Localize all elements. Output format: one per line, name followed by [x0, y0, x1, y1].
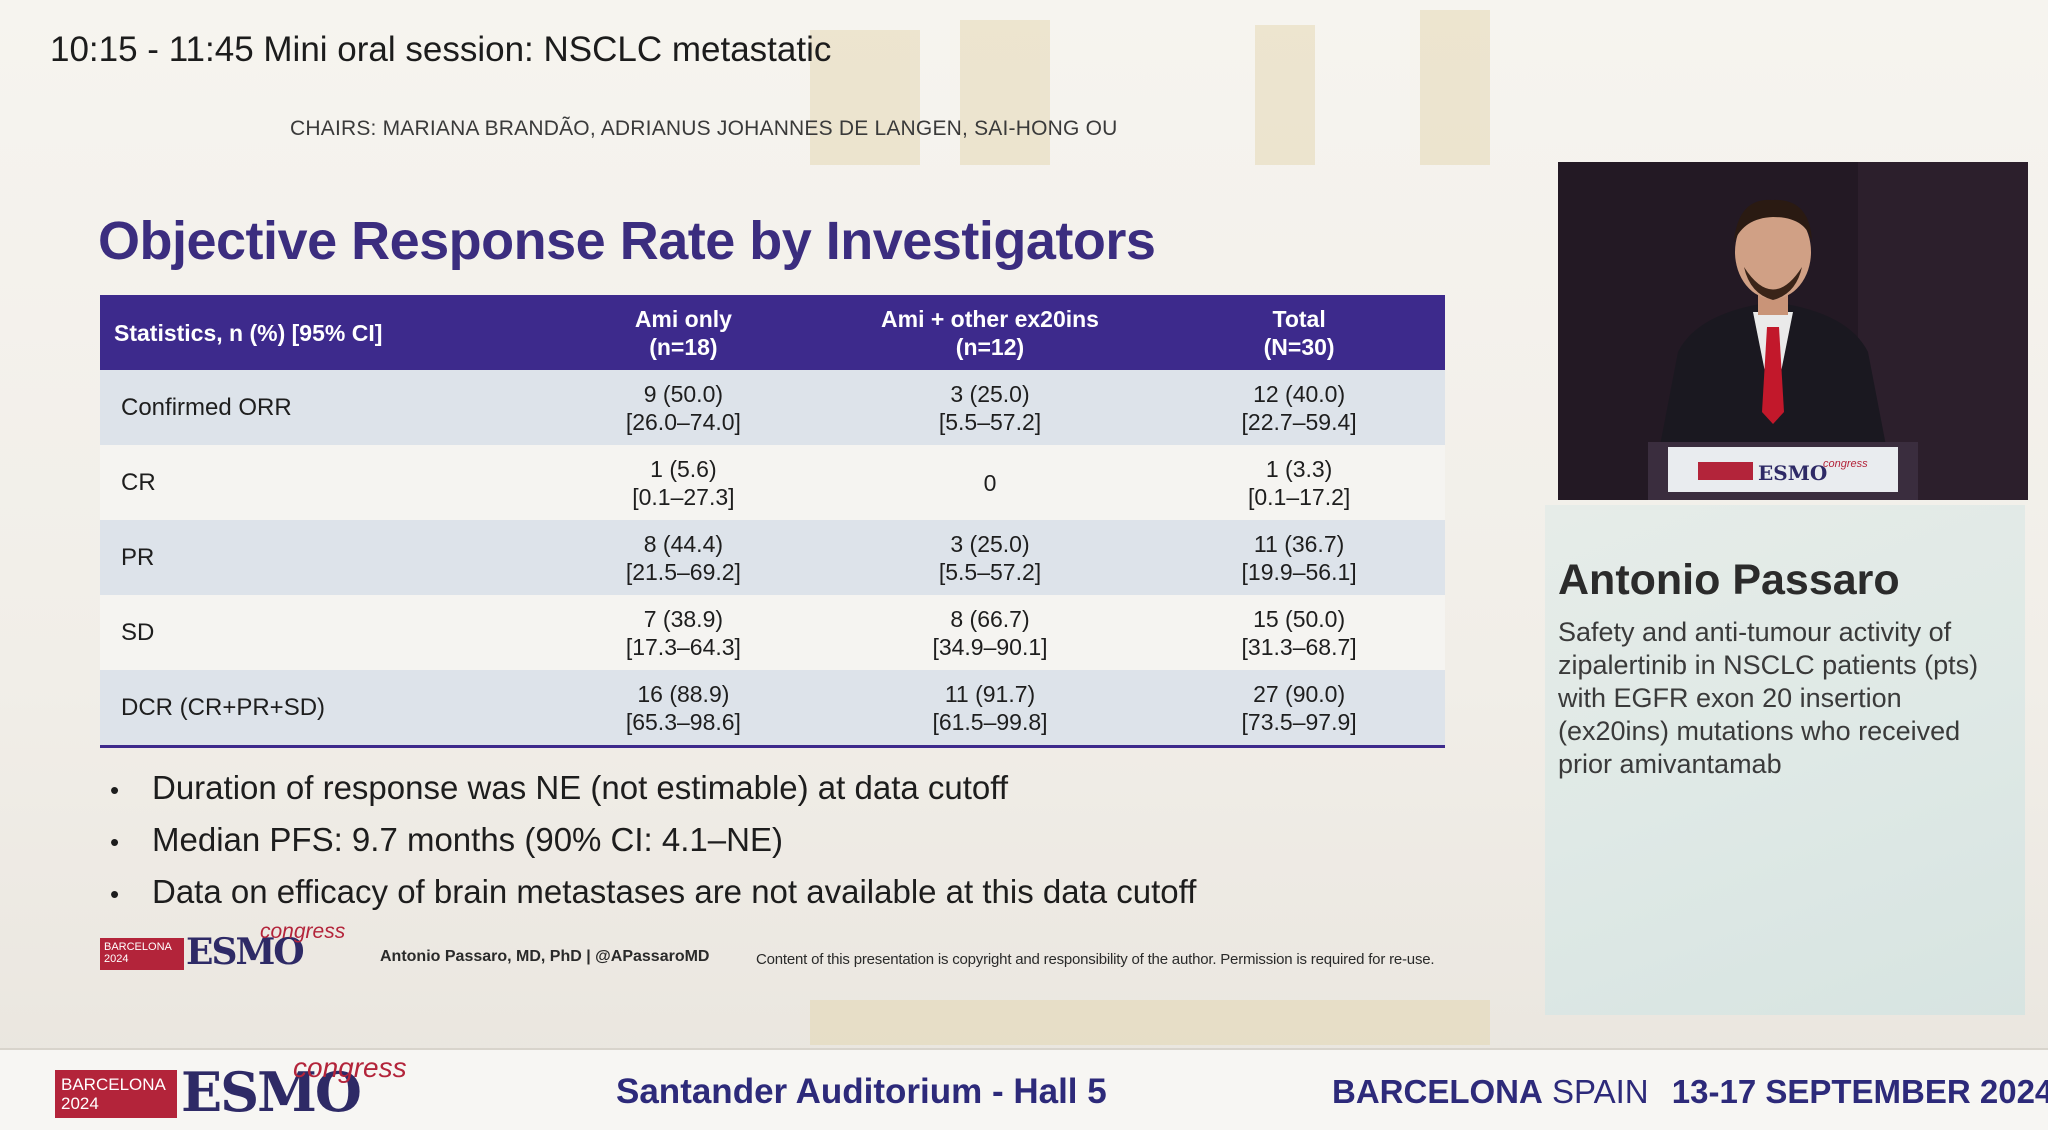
talk-title: Safety and anti-tumour activity of zipal…	[1558, 617, 1979, 779]
bottom-bar	[0, 1048, 2048, 1130]
row-label: SD	[100, 595, 540, 670]
event-city: BARCELONA	[1332, 1073, 1543, 1110]
table-cell: 11 (91.7) [61.5–99.8]	[826, 670, 1154, 748]
table-cell: 12 (40.0) [22.7–59.4]	[1153, 370, 1445, 445]
esmo-logo-badge: BARCELONA 2024	[100, 938, 184, 970]
background-decoration	[1420, 10, 1490, 165]
table-header-total: Total (N=30)	[1153, 295, 1445, 370]
slide-title: Objective Response Rate by Investigators	[98, 211, 1156, 271]
table-cell: 3 (25.0) [5.5–57.2]	[826, 370, 1154, 445]
table-header-ami-only: Ami only (n=18)	[539, 295, 827, 370]
list-item: • Data on efficacy of brain metastases ar…	[110, 866, 1196, 918]
table-row: DCR (CR+PR+SD) 16 (88.9) [65.3–98.6] 11 (…	[100, 670, 1445, 748]
table-cell: 16 (88.9) [65.3–98.6]	[539, 670, 827, 748]
list-item: • Median PFS: 9.7 months (90% CI: 4.1–NE)	[110, 814, 1196, 866]
table-header-statistics: Statistics, n (%) [95% CI]	[100, 295, 540, 370]
table-cell: 15 (50.0) [31.3–68.7]	[1153, 595, 1445, 670]
table-row: CR 1 (5.6) [0.1–27.3] 0 1 (3.3) [0.1–17.2]	[100, 445, 1445, 520]
slide-copyright-notice: Content of this presentation is copyrigh…	[756, 951, 1435, 968]
speaker-name: Antonio Passaro	[1558, 556, 1900, 604]
table-row: PR 8 (44.4) [21.5–69.2] 3 (25.0) [5.5–57.2…	[100, 520, 1445, 595]
esmo-logo-word: ESMO	[181, 1060, 362, 1124]
session-chairs: CHAIRS: MARIANA BRANDÃO, ADRIANUS JOHANN…	[290, 117, 1118, 140]
background-decoration	[810, 1000, 1490, 1045]
bullet-icon: •	[110, 879, 120, 909]
row-label: DCR (CR+PR+SD)	[100, 670, 540, 748]
orr-table: Statistics, n (%) [95% CI] Ami only (n=18…	[100, 295, 1445, 748]
session-title: 10:15 - 11:45 Mini oral session: NSCLC m…	[50, 30, 832, 69]
list-item: • Duration of response was NE (not estima…	[110, 762, 1196, 814]
table-cell: 8 (44.4) [21.5–69.2]	[539, 520, 827, 595]
speaker-video-image: ESMO congress	[1558, 162, 2028, 500]
table-cell: 0	[826, 445, 1154, 520]
row-label: CR	[100, 445, 540, 520]
bullet-list: • Duration of response was NE (not estima…	[110, 762, 1196, 918]
table-row: Confirmed ORR 9 (50.0) [26.0–74.0] 3 (25.…	[100, 370, 1445, 445]
speaker-info-panel	[1545, 505, 2025, 1015]
row-label: PR	[100, 520, 540, 595]
table-cell: 1 (5.6) [0.1–27.3]	[539, 445, 827, 520]
event-dates: 13-17 SEPTEMBER 2024	[1671, 1073, 2048, 1110]
venue-label: Santander Auditorium - Hall 5	[616, 1072, 1107, 1111]
event-location-dates: BARCELONA SPAIN 13-17 SEPTEMBER 2024	[1332, 1073, 2048, 1111]
esmo-logo-slide: BARCELONA 2024 ESMO congress	[100, 920, 345, 973]
background-decoration	[960, 20, 1050, 165]
podium-logo-word: ESMO	[1758, 461, 1827, 485]
table-cell: 8 (66.7) [34.9–90.1]	[826, 595, 1154, 670]
background-decoration	[810, 30, 920, 165]
esmo-logo-word: ESMO	[186, 931, 305, 973]
bullet-icon: •	[110, 827, 120, 857]
table-cell: 9 (50.0) [26.0–74.0]	[539, 370, 827, 445]
esmo-logo-congress: congress	[293, 1052, 407, 1083]
table-cell: 11 (36.7) [19.9–56.1]	[1153, 520, 1445, 595]
table-cell: 3 (25.0) [5.5–57.2]	[826, 520, 1154, 595]
table-cell: 27 (90.0) [73.5–97.9]	[1153, 670, 1445, 748]
table-row: SD 7 (38.9) [17.3–64.3] 8 (66.7) [34.9–90.…	[100, 595, 1445, 670]
table-cell: 7 (38.9) [17.3–64.3]	[539, 595, 827, 670]
background-decoration	[1255, 25, 1315, 165]
esmo-logo-congress: congress	[260, 920, 346, 943]
table-cell: 1 (3.3) [0.1–17.2]	[1153, 445, 1445, 520]
row-label: Confirmed ORR	[100, 370, 540, 445]
esmo-logo-bottom: BARCELONA 2024 ESMO congress	[55, 1052, 407, 1124]
podium-logo-congress: congress	[1823, 458, 1868, 470]
table-header-ami-other: Ami + other ex20ins (n=12)	[826, 295, 1154, 370]
table-header-row: Statistics, n (%) [95% CI] Ami only (n=18…	[100, 295, 1445, 370]
bullet-icon: •	[110, 775, 120, 805]
speaker-video: ESMO congress	[1558, 162, 2028, 500]
event-country: SPAIN	[1552, 1073, 1649, 1110]
slide-author-credit: Antonio Passaro, MD, PhD | @APassaroMD	[380, 948, 710, 965]
esmo-logo-badge: BARCELONA 2024	[55, 1070, 177, 1118]
